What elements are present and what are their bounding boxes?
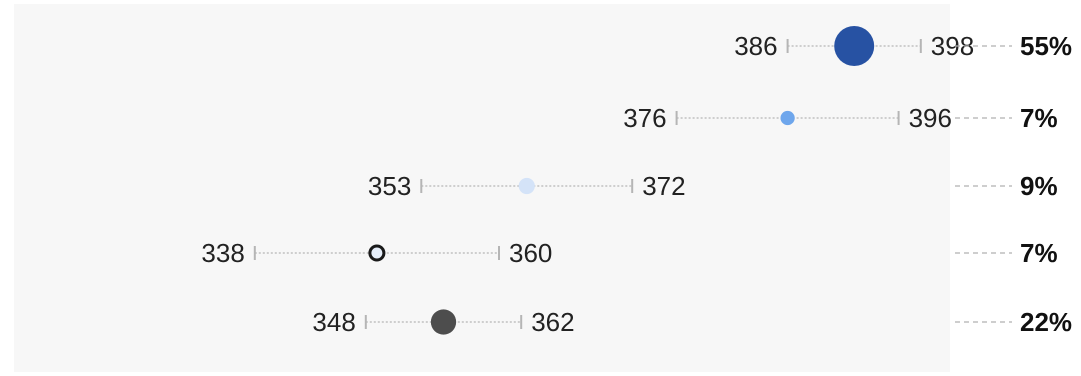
range-high-label: 396 [909,103,952,133]
range-low-label: 338 [201,238,244,268]
range-row: 353 372 9% [368,171,1058,201]
share-label: 22% [1020,307,1072,337]
range-low-label: 353 [368,171,411,201]
share-dot [834,26,875,66]
range-high-label: 360 [509,238,552,268]
share-label: 55% [1020,31,1072,61]
range-row: 386 398 55% [734,26,1072,66]
range-row: 338 360 7% [201,238,1057,268]
share-dot [518,177,535,195]
share-dot [368,244,386,262]
share-dot [430,309,457,335]
range-high-label: 372 [642,171,685,201]
share-dot [780,110,795,126]
share-label: 9% [1020,171,1058,201]
range-row: 376 396 7% [623,103,1057,133]
range-row: 348 362 22% [312,307,1072,337]
plot-panel [14,4,950,372]
range-low-label: 386 [734,31,777,61]
chart-rows: 386 398 55% 376 396 7% 353 372 9% 338 360 7% 348 362 2… [201,26,1072,337]
share-label: 7% [1020,238,1058,268]
range-low-label: 376 [623,103,666,133]
range-low-label: 348 [312,307,355,337]
range-high-label: 362 [531,307,574,337]
share-label: 7% [1020,103,1058,133]
